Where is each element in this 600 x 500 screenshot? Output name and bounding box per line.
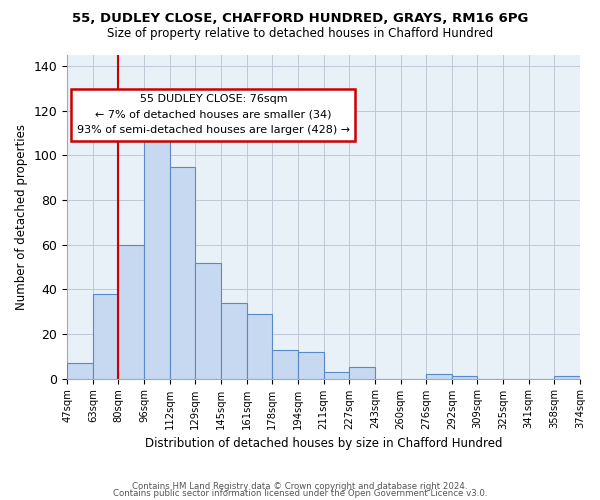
Bar — [349, 368, 375, 378]
Bar — [67, 363, 93, 378]
Bar — [554, 376, 580, 378]
Bar — [452, 376, 478, 378]
Text: 55 DUDLEY CLOSE: 76sqm
← 7% of detached houses are smaller (34)
93% of semi-deta: 55 DUDLEY CLOSE: 76sqm ← 7% of detached … — [77, 94, 350, 136]
Bar — [118, 244, 144, 378]
X-axis label: Distribution of detached houses by size in Chafford Hundred: Distribution of detached houses by size … — [145, 437, 502, 450]
Bar — [298, 352, 323, 378]
Text: 55, DUDLEY CLOSE, CHAFFORD HUNDRED, GRAYS, RM16 6PG: 55, DUDLEY CLOSE, CHAFFORD HUNDRED, GRAY… — [72, 12, 528, 26]
Bar — [323, 372, 349, 378]
Bar — [221, 302, 247, 378]
Bar — [144, 124, 170, 378]
Text: Contains public sector information licensed under the Open Government Licence v3: Contains public sector information licen… — [113, 488, 487, 498]
Bar — [272, 350, 298, 378]
Bar — [426, 374, 452, 378]
Text: Contains HM Land Registry data © Crown copyright and database right 2024.: Contains HM Land Registry data © Crown c… — [132, 482, 468, 491]
Bar — [247, 314, 272, 378]
Bar — [196, 262, 221, 378]
Text: Size of property relative to detached houses in Chafford Hundred: Size of property relative to detached ho… — [107, 28, 493, 40]
Bar — [170, 166, 196, 378]
Bar — [93, 294, 118, 378]
Y-axis label: Number of detached properties: Number of detached properties — [15, 124, 28, 310]
